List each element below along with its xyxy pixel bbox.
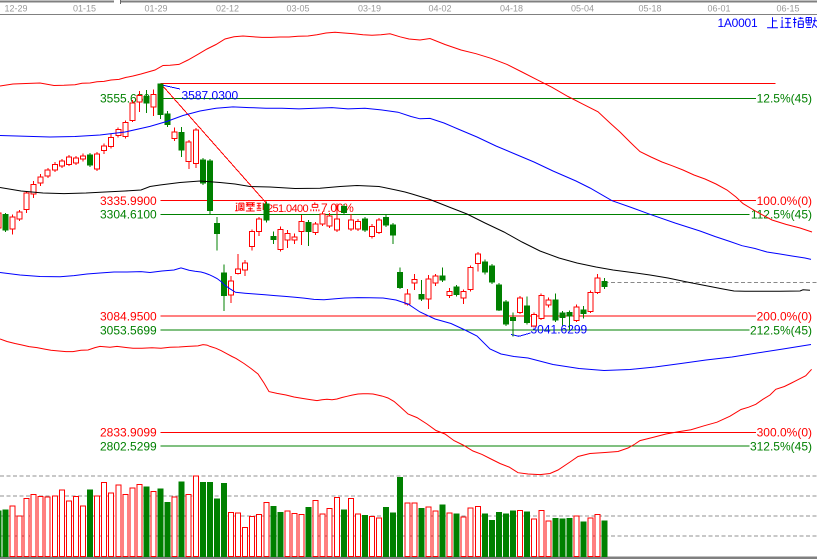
svg-text:300.0%(0): 300.0%(0) [757,426,812,440]
svg-text:03-19: 03-19 [358,4,381,14]
svg-text:12.5%(45): 12.5%(45) [757,92,812,106]
svg-text:12-29: 12-29 [4,4,27,14]
svg-text:7.00%: 7.00% [321,201,354,215]
svg-text:3555.6500: 3555.6500 [100,92,157,106]
svg-text:3304.6100: 3304.6100 [100,208,157,222]
svg-text:06-01: 06-01 [707,4,730,14]
svg-text:3084.9500: 3084.9500 [100,309,157,323]
svg-text:112.5%(45): 112.5%(45) [751,208,812,222]
svg-text:05-04: 05-04 [571,4,594,14]
svg-text:312.5%(45): 312.5%(45) [750,439,812,453]
svg-text:2802.5299: 2802.5299 [100,439,157,453]
svg-text:3587.0300: 3587.0300 [182,89,239,103]
svg-text:2833.9099: 2833.9099 [100,426,157,440]
svg-text:1A0001: 1A0001 [718,16,758,30]
svg-text:02-12: 02-12 [216,4,239,14]
svg-text:06-15: 06-15 [776,4,799,14]
svg-text:3335.9900: 3335.9900 [100,194,157,208]
svg-text:200.0%(0): 200.0%(0) [757,309,812,323]
svg-text:04-18: 04-18 [500,4,523,14]
svg-text:01-15: 01-15 [73,4,96,14]
svg-text:05-18: 05-18 [638,4,661,14]
svg-text:251.0400: 251.0400 [267,203,309,215]
svg-text:100.0%(0): 100.0%(0) [757,194,812,208]
svg-text:04-02: 04-02 [428,4,451,14]
svg-text:212.5%(45): 212.5%(45) [750,323,812,337]
svg-text:3053.5699: 3053.5699 [100,323,157,337]
svg-text:3041.6299: 3041.6299 [531,323,588,337]
svg-text:01-29: 01-29 [144,4,167,14]
svg-text:03-05: 03-05 [286,4,309,14]
